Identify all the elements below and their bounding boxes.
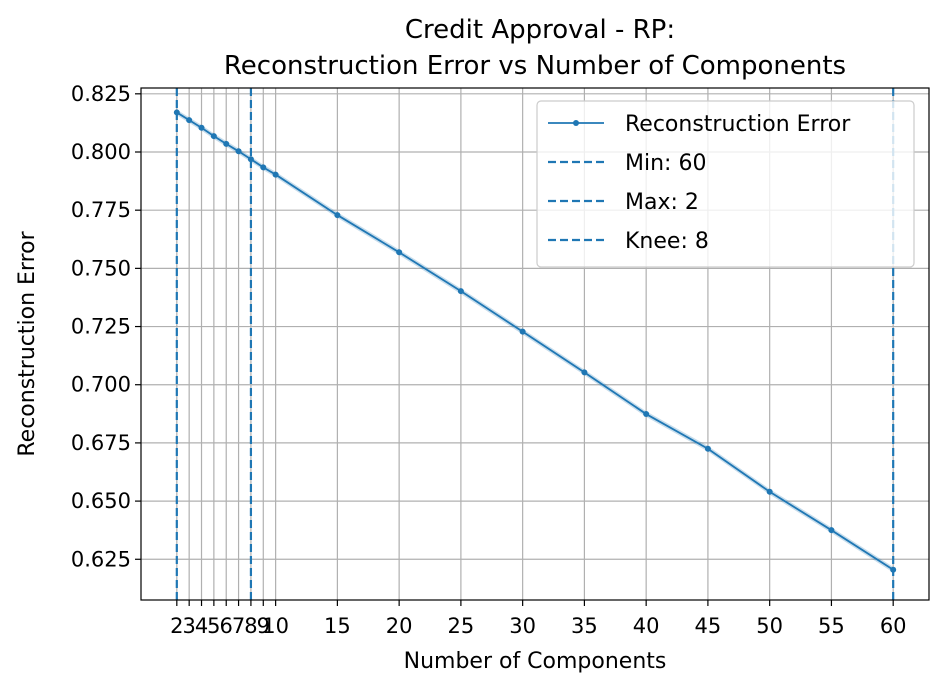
legend-label-max: Max: 2 bbox=[625, 190, 699, 215]
data-point-12 bbox=[519, 328, 526, 335]
y-tick-label-0: 0.625 bbox=[71, 547, 131, 571]
data-point-11 bbox=[457, 288, 464, 295]
data-point-10 bbox=[396, 249, 403, 256]
x-tick-label-17: 55 bbox=[818, 614, 845, 638]
x-tick-label-12: 30 bbox=[509, 614, 536, 638]
x-tick-label-5: 7 bbox=[232, 614, 245, 638]
x-tick-label-7: 9 bbox=[257, 614, 270, 638]
y-tick-label-1: 0.650 bbox=[71, 489, 131, 513]
y-tick-label-7: 0.800 bbox=[71, 140, 131, 164]
x-tick-label-18: 60 bbox=[880, 614, 907, 638]
data-point-2 bbox=[198, 124, 205, 131]
y-tick-label-4: 0.725 bbox=[71, 315, 131, 339]
plot-frame bbox=[140, 87, 930, 601]
y-tick-label-3: 0.700 bbox=[71, 373, 131, 397]
data-point-13 bbox=[581, 369, 588, 376]
data-point-6 bbox=[247, 156, 254, 163]
y-tick-label-6: 0.775 bbox=[71, 198, 131, 222]
series-reconstruction-error bbox=[173, 109, 897, 573]
y-tick-label-8: 0.825 bbox=[71, 82, 131, 106]
data-point-3 bbox=[210, 133, 217, 140]
x-tick-label-4: 6 bbox=[220, 614, 233, 638]
data-point-0 bbox=[173, 109, 180, 116]
legend-label-min: Min: 60 bbox=[625, 151, 706, 176]
x-tick-label-11: 25 bbox=[448, 614, 475, 638]
chart-subtitle: Reconstruction Error vs Number of Compon… bbox=[224, 51, 846, 81]
legend-marker-series bbox=[573, 120, 579, 126]
x-tick-label-3: 5 bbox=[207, 614, 220, 638]
x-tick-label-8: 10 bbox=[262, 614, 289, 638]
x-tick-label-9: 15 bbox=[324, 614, 351, 638]
y-tick-label-5: 0.750 bbox=[71, 256, 131, 280]
data-point-1 bbox=[186, 117, 193, 124]
x-tick-label-2: 4 bbox=[195, 614, 208, 638]
data-point-5 bbox=[235, 148, 242, 155]
chart-title: Credit Approval - RP: bbox=[405, 15, 675, 45]
x-axis-label: Number of Components bbox=[404, 649, 667, 674]
y-axis-label: Reconstruction Error bbox=[15, 230, 40, 456]
legend-label-series: Reconstruction Error bbox=[625, 112, 851, 137]
x-tick-label-6: 8 bbox=[244, 614, 257, 638]
data-point-18 bbox=[890, 566, 897, 573]
x-tick-label-10: 20 bbox=[386, 614, 413, 638]
data-point-14 bbox=[643, 411, 650, 418]
x-tick-label-13: 35 bbox=[571, 614, 598, 638]
data-point-16 bbox=[766, 488, 773, 495]
data-point-9 bbox=[334, 212, 341, 219]
x-tick-label-1: 3 bbox=[182, 614, 195, 638]
legend-label-knee: Knee: 8 bbox=[625, 229, 709, 254]
data-point-4 bbox=[223, 140, 230, 147]
data-point-15 bbox=[704, 445, 711, 452]
y-tick-label-2: 0.675 bbox=[71, 431, 131, 455]
x-tick-label-15: 45 bbox=[695, 614, 722, 638]
legend-box bbox=[536, 100, 915, 268]
x-tick-label-14: 40 bbox=[633, 614, 660, 638]
y-axis-ticks: 0.625 0.650 0.675 0.700 0.725 0.750 0.775 0.800… bbox=[71, 82, 141, 571]
data-point-7 bbox=[260, 164, 267, 171]
x-tick-label-0: 2 bbox=[170, 614, 183, 638]
legend: Reconstruction Error Min: 60 Max: 2 Knee… bbox=[536, 100, 915, 268]
x-tick-label-16: 50 bbox=[756, 614, 783, 638]
data-point-8 bbox=[272, 171, 279, 178]
data-point-17 bbox=[828, 527, 835, 534]
grid bbox=[141, 88, 929, 600]
